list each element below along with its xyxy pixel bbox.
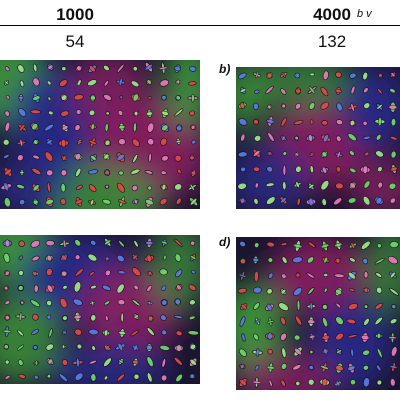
glyph-map-d bbox=[236, 237, 400, 390]
odf-glyphs bbox=[2, 238, 199, 383]
glyph-map-c bbox=[0, 235, 200, 384]
glyph-map-panel-b bbox=[236, 67, 400, 209]
column-header-1000: 1000 bbox=[56, 5, 94, 24]
odf-glyphs bbox=[237, 70, 398, 206]
glyph-map-b bbox=[236, 67, 400, 209]
axis-label-b-value: b v bbox=[357, 8, 372, 20]
column-header-4000: 4000 bbox=[313, 5, 351, 24]
odf-glyphs bbox=[0, 62, 199, 208]
panel-label-b: b) bbox=[219, 62, 231, 76]
panel-label-d: d) bbox=[219, 235, 231, 249]
header-divider bbox=[0, 25, 400, 26]
column-value-132: 132 bbox=[317, 32, 347, 51]
odf-glyphs bbox=[237, 239, 399, 388]
glyph-map-a bbox=[0, 60, 200, 209]
glyph-map-panel-d bbox=[236, 237, 400, 390]
glyph-map-panel-a bbox=[0, 60, 200, 209]
glyph-map-panel-c bbox=[0, 235, 200, 384]
column-value-54: 54 bbox=[65, 32, 85, 51]
